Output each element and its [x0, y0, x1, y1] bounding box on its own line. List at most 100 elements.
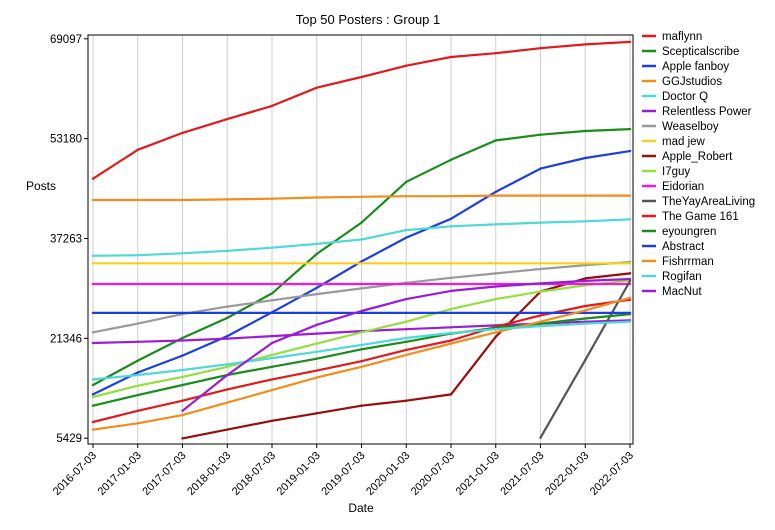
data-point: [270, 299, 274, 302]
data-point: [449, 331, 453, 335]
data-point: [628, 279, 632, 283]
data-point: [584, 277, 587, 280]
data-point: [539, 290, 542, 293]
data-point: [315, 286, 318, 290]
data-point: [494, 139, 497, 142]
data-point: [181, 409, 184, 412]
data-point: [584, 279, 587, 283]
data-point: [181, 437, 184, 440]
data-point: [181, 252, 184, 255]
data-point: [315, 252, 318, 256]
legend: maflynn Scepticalscribe Apple fanboy GGJstu…: [642, 31, 755, 298]
y-tick-label: 37263: [50, 233, 82, 245]
data-point: [91, 383, 95, 387]
data-point: [360, 359, 363, 363]
x-tick-label: 2018-07-03: [230, 450, 278, 498]
legend-label: maflynn: [662, 31, 702, 43]
data-point: [539, 262, 542, 265]
data-point: [91, 254, 95, 258]
data-point: [360, 221, 363, 224]
data-point: [181, 198, 184, 202]
data-point: [405, 236, 408, 239]
legend-label: The Game 161: [662, 211, 739, 223]
data-point: [494, 331, 497, 334]
data-point: [270, 378, 274, 381]
data-point: [360, 238, 363, 241]
data-point: [628, 277, 632, 281]
data-point: [405, 195, 408, 198]
data-point: [181, 311, 184, 315]
data-point: [360, 282, 363, 286]
data-point: [315, 262, 318, 265]
data-point: [181, 282, 184, 286]
data-point: [315, 376, 318, 379]
data-point: [270, 262, 274, 265]
data-point: [405, 399, 408, 402]
data-point: [136, 384, 139, 387]
data-point: [628, 272, 632, 275]
data-point: [91, 198, 95, 202]
data-point: [628, 127, 632, 131]
data-point: [449, 393, 453, 396]
x-tick-label: 2019-01-03: [275, 450, 323, 498]
x-tick-label: 2017-01-03: [96, 450, 144, 498]
x-tick-label: 2020-01-03: [364, 450, 412, 498]
data-point: [494, 311, 497, 315]
data-point: [181, 375, 184, 379]
data-point: [136, 340, 139, 343]
data-point: [494, 285, 497, 288]
data-point: [315, 369, 318, 372]
data-point: [360, 262, 363, 265]
legend-label: MacNut: [662, 286, 702, 298]
data-point: [136, 371, 139, 374]
data-point: [181, 354, 184, 357]
data-point: [449, 311, 453, 315]
data-point: [405, 297, 408, 301]
x-tick-label: 2021-01-03: [454, 450, 502, 498]
data-point: [270, 388, 274, 392]
y-tick-label: 21346: [50, 333, 82, 345]
data-point: [91, 331, 95, 334]
data-point: [405, 228, 408, 232]
data-point: [405, 348, 408, 352]
data-point: [270, 246, 274, 249]
data-point: [136, 253, 139, 257]
data-point: [449, 282, 453, 286]
x-tick-label: 2019-07-03: [319, 450, 367, 498]
data-point: [584, 317, 587, 320]
data-point: [270, 197, 274, 200]
data-point: [91, 428, 95, 431]
data-point: [181, 262, 184, 265]
data-point: [449, 276, 453, 279]
legend-label: Apple fanboy: [662, 61, 729, 73]
data-point: [315, 311, 318, 315]
data-point: [226, 365, 229, 369]
data-point: [405, 262, 408, 265]
data-point: [226, 262, 229, 265]
data-point: [360, 348, 363, 351]
data-point: [136, 373, 139, 377]
data-point: [181, 339, 184, 342]
y-axis: 5429 21346 37263 53180 69097: [50, 34, 88, 445]
legend-label: Eidorian: [662, 181, 704, 193]
data-point: [136, 409, 139, 412]
legend-label: Weaselboy: [662, 121, 719, 133]
data-point: [91, 282, 95, 286]
data-point: [360, 331, 363, 334]
data-point: [136, 359, 139, 362]
data-point: [360, 75, 363, 79]
data-point: [226, 305, 229, 308]
data-point: [539, 311, 542, 315]
data-point: [405, 336, 408, 340]
data-point: [270, 334, 274, 338]
legend-label: GGJstudios: [662, 76, 722, 88]
data-point: [539, 167, 542, 170]
x-tick-label: 2020-07-03: [409, 450, 457, 498]
data-point: [539, 267, 542, 271]
data-point: [226, 428, 229, 431]
data-point: [226, 249, 229, 252]
data-point: [226, 198, 229, 201]
data-point: [226, 334, 229, 338]
series-layer: [91, 40, 632, 440]
